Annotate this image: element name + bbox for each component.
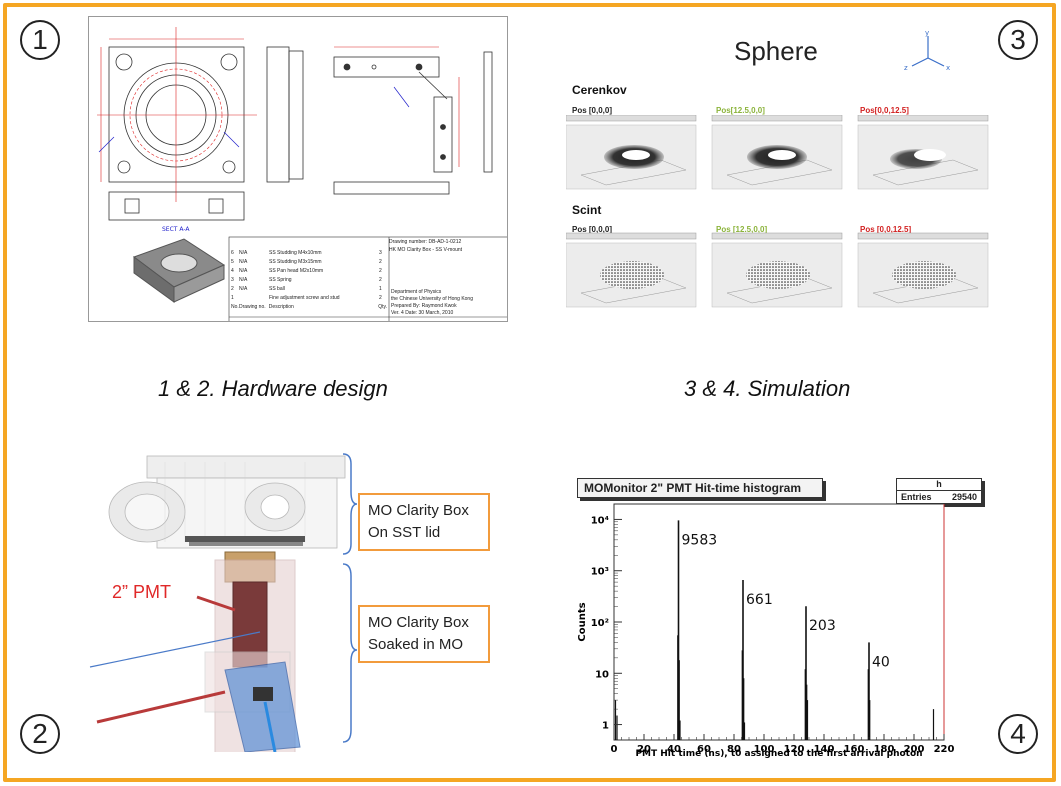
x-tick-label: 200 — [904, 744, 925, 755]
axes-icon: y x z — [904, 29, 950, 72]
peak-label: 40 — [872, 654, 890, 670]
parts-row: 2 N/A SS ball 1 — [231, 286, 382, 292]
parts-row: 4 N/A SS Pan head M2x10mm 2 — [231, 268, 382, 274]
x-tick-label: 120 — [784, 744, 805, 755]
stats-name: h — [897, 479, 981, 491]
peak-label: 9583 — [682, 532, 718, 548]
y-tick-label: 10 — [595, 669, 609, 680]
histogram-plot: 9583 661 203 40 0 20 40 60 80 100 120 140 160 180 200… — [577, 503, 955, 759]
section-cerenkov: Cerenkov — [572, 83, 627, 97]
engineering-drawing: SECT A-A Drawing number: DB-AD-1-0212 HK… — [88, 16, 508, 322]
plot-thumb — [566, 232, 697, 308]
x-tick-label: 160 — [844, 744, 865, 755]
plot-thumb — [857, 115, 989, 190]
caption-simulation: 3 & 4. Simulation — [684, 376, 851, 401]
parts-list: 6 N/A SS Studding M4x10mm 3 5 N/A SS Studding… — [231, 249, 387, 312]
x-tick-label: 140 — [814, 744, 835, 755]
svg-text:y: y — [925, 29, 929, 37]
marker-3: 3 — [998, 20, 1038, 60]
y-tick-label: 10⁴ — [591, 515, 609, 526]
cerenkov-plots — [566, 115, 989, 190]
parts-row: 1 Fine adjustment screw and stud 2 — [231, 295, 382, 301]
y-axis-label: Counts — [577, 602, 588, 641]
x-tick-label: 40 — [667, 744, 681, 755]
plot-thumb — [566, 115, 697, 190]
pos-label: Pos [12.5,0,0] — [716, 225, 768, 234]
sphere-title: Sphere — [734, 36, 818, 66]
svg-text:x: x — [946, 64, 950, 72]
y-tick-label: 10³ — [591, 567, 609, 578]
parts-header: No. Drawing no. Description Qty. — [231, 304, 387, 310]
parts-row: 5 N/A SS Studding M3x15mm 2 — [231, 259, 382, 265]
hardware-model — [89, 453, 358, 752]
prepared-by-label: Prepared By: — [391, 303, 421, 309]
plot-thumb — [711, 232, 843, 308]
render-3d — [132, 238, 226, 303]
stats-box: h Entries 29540 — [896, 478, 982, 504]
x-tick-label: 0 — [611, 744, 618, 755]
y-tick-label: 1 — [602, 721, 609, 732]
peak-label: 661 — [746, 592, 773, 608]
histogram-title: MOMonitor 2" PMT Hit-time histogram — [577, 478, 823, 498]
section-label: SECT A-A — [162, 226, 190, 233]
parts-row: 6 N/A SS Studding M4x10mm 3 — [231, 250, 382, 256]
scint-plots — [566, 232, 989, 308]
date-label: Date: — [405, 310, 418, 316]
x-tick-label: 80 — [727, 744, 741, 755]
marker-1: 1 — [20, 20, 60, 60]
marker-2: 2 — [20, 714, 60, 754]
svg-text:z: z — [904, 64, 908, 72]
section-scint: Scint — [572, 203, 602, 217]
drawing-title: HK MO Clarity Box - SS V-mount — [389, 247, 463, 253]
stats-entries: 29540 — [951, 492, 977, 502]
slide-frame — [3, 3, 1056, 782]
x-tick-label: 180 — [874, 744, 895, 755]
x-tick-label: 20 — [637, 744, 651, 755]
x-tick-label: 220 — [934, 744, 955, 755]
parts-row: 3 N/A SS Spring 2 — [231, 277, 382, 283]
plot-thumb — [857, 232, 989, 308]
callout-lid: MO Clarity Box On SST lid — [358, 493, 490, 551]
univ-label: the Chinese University of Hong Kong — [391, 296, 473, 302]
peak-label: 203 — [809, 618, 836, 634]
drawing-number: Drawing number: DB-AD-1-0212 — [389, 239, 462, 245]
version: Ver. 4 — [391, 310, 404, 316]
dept-label: Department of Physics — [391, 289, 442, 295]
x-axis-label: PMT Hit time (ns), t0 assigned to the fi… — [635, 749, 922, 759]
date: 30 March, 2010 — [418, 310, 454, 316]
y-tick-label: 10² — [591, 618, 609, 629]
drawing-svg: SECT A-A — [97, 27, 507, 321]
pmt-label: 2” PMT — [112, 582, 172, 602]
prepared-by: Raymond Kwok — [421, 303, 457, 309]
plot-frame — [613, 503, 945, 741]
callout-soaked: MO Clarity Box Soaked in MO — [358, 605, 490, 663]
pos-label: Pos [0,0,0] — [572, 106, 613, 115]
pos-label: Pos [0,0,0] — [572, 225, 613, 234]
pos-label: Pos[12.5,0,0] — [716, 106, 765, 115]
pos-label: Pos [0,0,12.5] — [860, 225, 912, 234]
plot-thumb — [711, 115, 843, 190]
x-tick-label: 60 — [697, 744, 711, 755]
caption-hardware: 1 & 2. Hardware design — [158, 376, 388, 401]
title-block-info: Department of Physics the Chinese Univer… — [391, 289, 473, 317]
x-tick-label: 100 — [754, 744, 775, 755]
simulation-plots — [566, 115, 989, 308]
stats-entries-label: Entries — [901, 492, 932, 502]
marker-4: 4 — [998, 714, 1038, 754]
pos-label: Pos[0,0,12.5] — [860, 106, 909, 115]
